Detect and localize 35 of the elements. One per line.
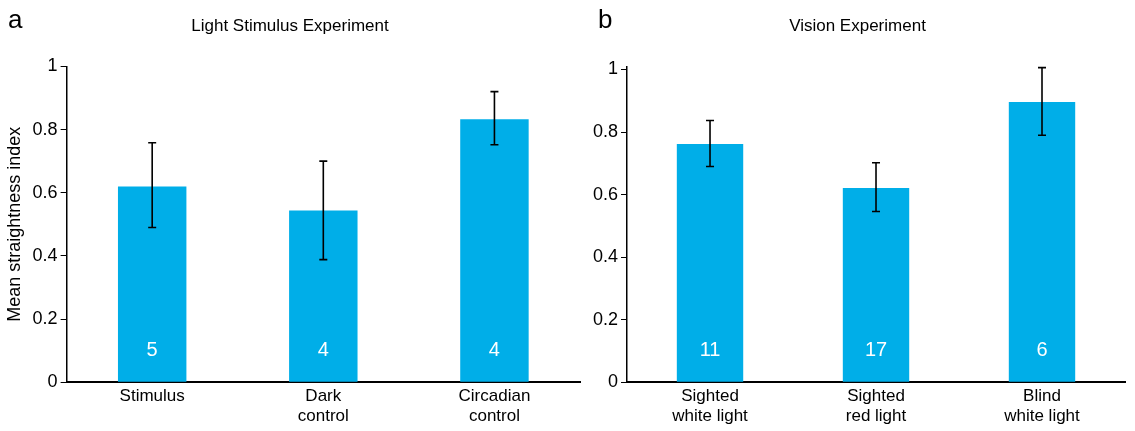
annotation: 11 [699, 337, 721, 360]
y-tick-label: 0.2 [592, 308, 619, 329]
y-tick-label: 0 [608, 371, 619, 392]
annotation: 4 [488, 337, 500, 360]
y-tick-label: 0.6 [592, 183, 619, 204]
y-tick-label: 0 [47, 371, 58, 392]
x-tick-label: Circadian control [458, 386, 531, 426]
bar [117, 186, 187, 382]
y-tick-label: 0.4 [592, 246, 619, 267]
y-tick-label: 0.8 [592, 121, 619, 142]
bar [676, 143, 744, 382]
x-tick-label: Dark control [297, 386, 349, 426]
annotation: 5 [146, 337, 158, 360]
bar [460, 119, 529, 382]
bar [1008, 102, 1076, 382]
annotation: 4 [317, 337, 329, 360]
bar [289, 210, 358, 382]
chart-title: Vision Experiment [789, 15, 927, 35]
y-tick-label: 1 [608, 58, 619, 79]
bar [842, 188, 910, 382]
x-tick-label: Blind white light [1003, 386, 1081, 426]
text: b [598, 4, 613, 35]
x-tick-label: Sighted red light [845, 386, 907, 426]
y-tick-label: 1 [47, 55, 58, 76]
y-tick-label: 0.8 [32, 118, 58, 139]
annotation: 6 [1036, 337, 1048, 360]
y-tick-label: 0.2 [32, 308, 58, 329]
y-axis-title: Mean straightness index [3, 126, 24, 322]
x-tick-label: Sighted white light [671, 386, 749, 426]
chart-title: Light Stimulus Experiment [191, 15, 390, 35]
y-tick-label: 0.6 [32, 181, 58, 202]
annotation: 17 [864, 337, 888, 360]
x-tick-label: Stimulus [119, 386, 185, 406]
text: a [8, 4, 23, 35]
y-tick-label: 0.4 [32, 244, 58, 265]
